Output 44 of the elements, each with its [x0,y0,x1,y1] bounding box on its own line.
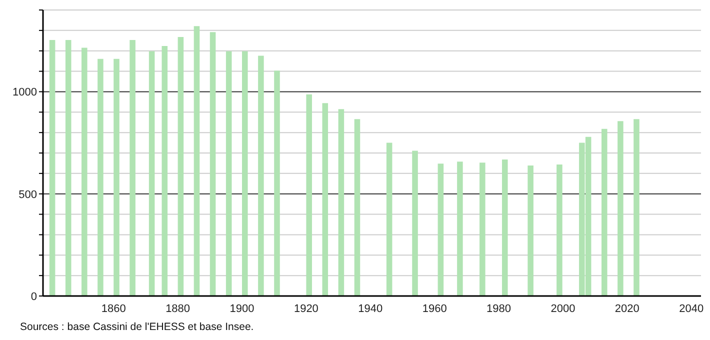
y-tick-label: 1000 [12,86,37,99]
x-tick-label: 1940 [358,302,383,315]
x-tick-label: 1920 [294,302,318,315]
source-note: Sources : base Cassini de l'EHESS et base Insee. [20,321,254,333]
x-tick-label: 1980 [486,302,512,315]
bar [480,162,486,296]
x-tick-label: 1900 [230,302,254,315]
x-tick-label: 1860 [101,302,126,315]
x-tick-label: 1880 [166,302,190,315]
bar [242,51,248,296]
bar [386,142,392,296]
y-tick-label: 500 [18,188,37,201]
bar [412,150,418,296]
bar [634,119,640,296]
x-tick-label: 2000 [550,302,576,315]
bar [65,40,72,296]
bar [322,103,328,296]
bar [602,128,608,296]
x-tick-label: 1960 [422,302,447,315]
y-tick-label: 0 [30,290,37,303]
bar [274,70,280,296]
bar [338,109,344,296]
x-tick-label: 2020 [614,302,640,315]
bar [354,119,360,296]
bar [194,26,200,296]
bar [258,56,264,296]
bar [130,40,136,296]
bar [162,46,168,296]
bar [306,94,312,296]
bar [178,36,184,296]
bar [438,164,444,296]
bar [98,58,104,296]
bar [49,40,56,296]
x-tick-label: 2040 [679,302,704,315]
bar [457,162,463,296]
bar [114,58,120,296]
bar [556,164,562,296]
bar [82,48,88,296]
bar [618,121,624,296]
bar [528,165,534,296]
bar [226,51,232,296]
bar [148,51,155,296]
bar [210,32,216,296]
bar [502,160,508,296]
